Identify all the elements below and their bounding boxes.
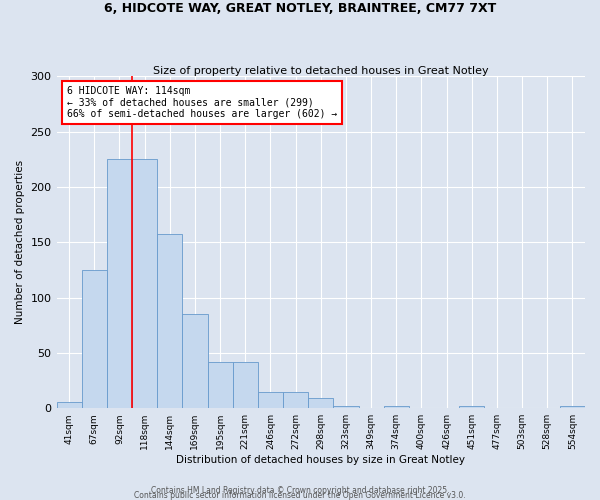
Bar: [233, 362, 258, 408]
Bar: [560, 406, 585, 408]
Text: Contains HM Land Registry data © Crown copyright and database right 2025.: Contains HM Land Registry data © Crown c…: [151, 486, 449, 495]
Text: 6, HIDCOTE WAY, GREAT NOTLEY, BRAINTREE, CM77 7XT: 6, HIDCOTE WAY, GREAT NOTLEY, BRAINTREE,…: [104, 2, 496, 16]
Bar: [182, 314, 208, 408]
Bar: [132, 160, 157, 408]
Bar: [334, 406, 359, 408]
Bar: [157, 234, 182, 408]
Bar: [107, 160, 132, 408]
Title: Size of property relative to detached houses in Great Notley: Size of property relative to detached ho…: [153, 66, 488, 76]
Bar: [82, 270, 107, 408]
Text: 6 HIDCOTE WAY: 114sqm
← 33% of detached houses are smaller (299)
66% of semi-det: 6 HIDCOTE WAY: 114sqm ← 33% of detached …: [67, 86, 337, 120]
Y-axis label: Number of detached properties: Number of detached properties: [15, 160, 25, 324]
Bar: [56, 402, 82, 408]
Bar: [459, 406, 484, 408]
Bar: [308, 398, 334, 408]
Bar: [258, 392, 283, 408]
Bar: [208, 362, 233, 408]
Bar: [283, 392, 308, 408]
Text: Contains public sector information licensed under the Open Government Licence v3: Contains public sector information licen…: [134, 490, 466, 500]
X-axis label: Distribution of detached houses by size in Great Notley: Distribution of detached houses by size …: [176, 455, 465, 465]
Bar: [383, 406, 409, 408]
